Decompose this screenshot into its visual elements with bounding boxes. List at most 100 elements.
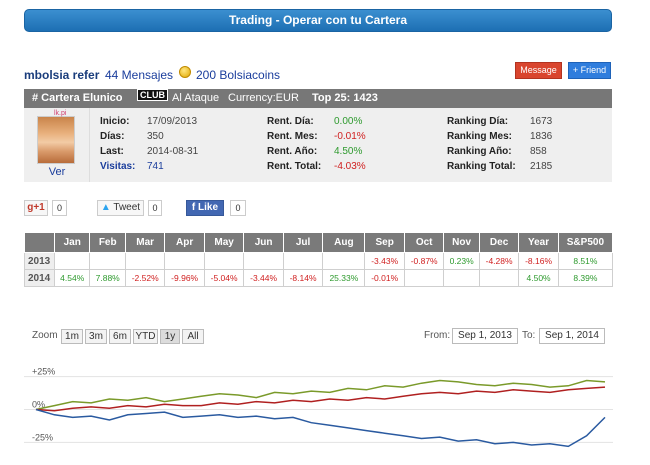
zoom-1y-button[interactable]: 1y bbox=[160, 329, 180, 344]
tweet-count: 0 bbox=[148, 200, 162, 216]
table-cell bbox=[89, 252, 126, 270]
rent-mes-label: Rent. Mes: bbox=[267, 131, 318, 142]
like-count: 0 bbox=[230, 200, 246, 216]
table-cell bbox=[53, 252, 91, 270]
series-line-1 bbox=[35, 379, 606, 411]
performance-chart: +25% 0% -25% bbox=[24, 367, 613, 448]
dias-value: 350 bbox=[147, 131, 164, 142]
ranking-ano-value: 858 bbox=[530, 146, 547, 157]
avatar-box: lk.pi Ver bbox=[24, 108, 90, 182]
dias-label: Días: bbox=[100, 131, 125, 142]
header-sep: Sep bbox=[364, 232, 405, 253]
y-tick-label: 0% bbox=[32, 400, 45, 410]
header-oct: Oct bbox=[403, 232, 445, 253]
user-line: mbolsia refer 44 Mensajes 200 Bolsiacoin… bbox=[24, 62, 612, 84]
header-mar: Mar bbox=[124, 232, 166, 253]
table-cell: -2.52% bbox=[124, 269, 166, 287]
ranking-dia-value: 1673 bbox=[530, 116, 553, 127]
header-nov: Nov bbox=[443, 232, 480, 253]
portfolio-info: lk.pi Ver Inicio: 17/09/2013 Días: 350 L… bbox=[24, 108, 612, 182]
like-label: Like bbox=[198, 202, 219, 213]
table-cell: 0.23% bbox=[443, 252, 480, 270]
table-cell bbox=[164, 252, 205, 270]
table-cell: -4.28% bbox=[478, 252, 520, 270]
header-dec: Dec bbox=[478, 232, 520, 253]
header-corner bbox=[24, 232, 55, 253]
tweet-label: Tweet bbox=[113, 202, 141, 213]
table-cell: -5.04% bbox=[203, 269, 245, 287]
add-friend-button[interactable]: + Friend bbox=[568, 62, 611, 79]
inicio-value: 17/09/2013 bbox=[147, 116, 198, 127]
table-cell bbox=[124, 252, 166, 270]
zoom-label: Zoom bbox=[32, 330, 58, 341]
zoom-all-button[interactable]: All bbox=[182, 329, 204, 344]
inicio-label: Inicio: bbox=[100, 116, 130, 127]
table-cell: 25.33% bbox=[322, 269, 366, 287]
portfolio-header: # Cartera Elunico CLUB Al Ataque Currenc… bbox=[24, 89, 612, 108]
table-cell: 8.39% bbox=[557, 269, 614, 287]
visitas-value: 741 bbox=[147, 161, 164, 172]
rent-ano-label: Rent. Año: bbox=[267, 146, 318, 157]
rent-dia-label: Rent. Día: bbox=[267, 116, 314, 127]
ranking-mes-label: Ranking Mes: bbox=[447, 131, 513, 142]
table-cell: -9.96% bbox=[164, 269, 205, 287]
coin-icon bbox=[179, 66, 191, 78]
table-cell bbox=[322, 252, 366, 270]
like-button[interactable]: f Like bbox=[186, 200, 224, 216]
ranking-total-value: 2185 bbox=[530, 161, 553, 172]
tweet-button[interactable]: ▲ Tweet bbox=[97, 200, 144, 216]
table-cell: 4.54% bbox=[53, 269, 91, 287]
ranking-dia-label: Ranking Día: bbox=[447, 116, 509, 127]
table-cell bbox=[203, 252, 245, 270]
view-link[interactable]: Ver bbox=[48, 166, 66, 178]
header-jan: Jan bbox=[53, 232, 91, 253]
portfolio-style: Al Ataque bbox=[172, 92, 220, 104]
zoom-1m-button[interactable]: 1m bbox=[61, 329, 83, 344]
header-apr: Apr bbox=[164, 232, 205, 253]
zoom-6m-button[interactable]: 6m bbox=[109, 329, 131, 344]
table-cell: -8.16% bbox=[518, 252, 559, 270]
ranking-mes-value: 1836 bbox=[530, 131, 553, 142]
club-badge: CLUB bbox=[137, 89, 168, 101]
messages-link[interactable]: 44 Mensajes bbox=[105, 68, 174, 82]
y-tick-label: -25% bbox=[32, 432, 53, 442]
gplus-button[interactable]: g+1 bbox=[24, 200, 48, 216]
table-row: 2013 -3.43% -0.87% 0.23% -4.28% -8.16% 8.51% bbox=[24, 252, 614, 270]
table-cell bbox=[243, 252, 284, 270]
gplus-count: 0 bbox=[52, 200, 67, 216]
to-label: To: bbox=[522, 330, 536, 341]
facebook-icon: f bbox=[191, 202, 196, 213]
table-cell bbox=[443, 269, 480, 287]
last-label: Last: bbox=[100, 146, 124, 157]
header-year: Year bbox=[518, 232, 559, 253]
zoom-3m-button[interactable]: 3m bbox=[85, 329, 107, 344]
monthly-returns-table: Jan Feb Mar Apr May Jun Jul Aug Sep Oct Nov Dec Year… bbox=[24, 232, 614, 287]
table-cell: 4.50% bbox=[518, 269, 559, 287]
avatar[interactable] bbox=[37, 116, 75, 164]
portfolio-title: # Cartera Elunico bbox=[32, 92, 123, 104]
zoom-ytd-button[interactable]: YTD bbox=[133, 329, 158, 344]
last-value: 2014-08-31 bbox=[147, 146, 199, 157]
table-header-row: Jan Feb Mar Apr May Jun Jul Aug Sep Oct Nov Dec Year… bbox=[24, 232, 614, 253]
row-year: 2013 bbox=[24, 252, 55, 270]
header-jul: Jul bbox=[282, 232, 324, 253]
rent-mes-value: -0.01% bbox=[334, 131, 366, 142]
table-cell: -0.01% bbox=[364, 269, 405, 287]
ranking-ano-label: Ranking Año: bbox=[447, 146, 512, 157]
row-year: 2014 bbox=[24, 269, 55, 287]
header-sp500: S&P500 bbox=[557, 232, 614, 253]
bolsiacoins-link[interactable]: 200 Bolsiacoins bbox=[196, 68, 281, 82]
portfolio-currency: Currency:EUR bbox=[228, 92, 299, 104]
table-row: 2014 4.54% 7.88% -2.52% -9.96% -5.04% -3.44% -8… bbox=[24, 269, 614, 287]
visitas-label: Visitas: bbox=[100, 161, 136, 172]
table-cell bbox=[282, 252, 324, 270]
header-aug: Aug bbox=[322, 232, 366, 253]
from-date-input[interactable]: Sep 1, 2013 bbox=[452, 328, 518, 344]
to-date-input[interactable]: Sep 1, 2014 bbox=[539, 328, 605, 344]
table-cell: -3.44% bbox=[243, 269, 284, 287]
rent-ano-value: 4.50% bbox=[334, 146, 363, 157]
table-cell: 8.51% bbox=[557, 252, 614, 270]
message-button[interactable]: Message bbox=[515, 62, 562, 79]
twitter-icon: ▲ bbox=[100, 202, 111, 213]
username-link[interactable]: mbolsia refer bbox=[24, 68, 100, 82]
